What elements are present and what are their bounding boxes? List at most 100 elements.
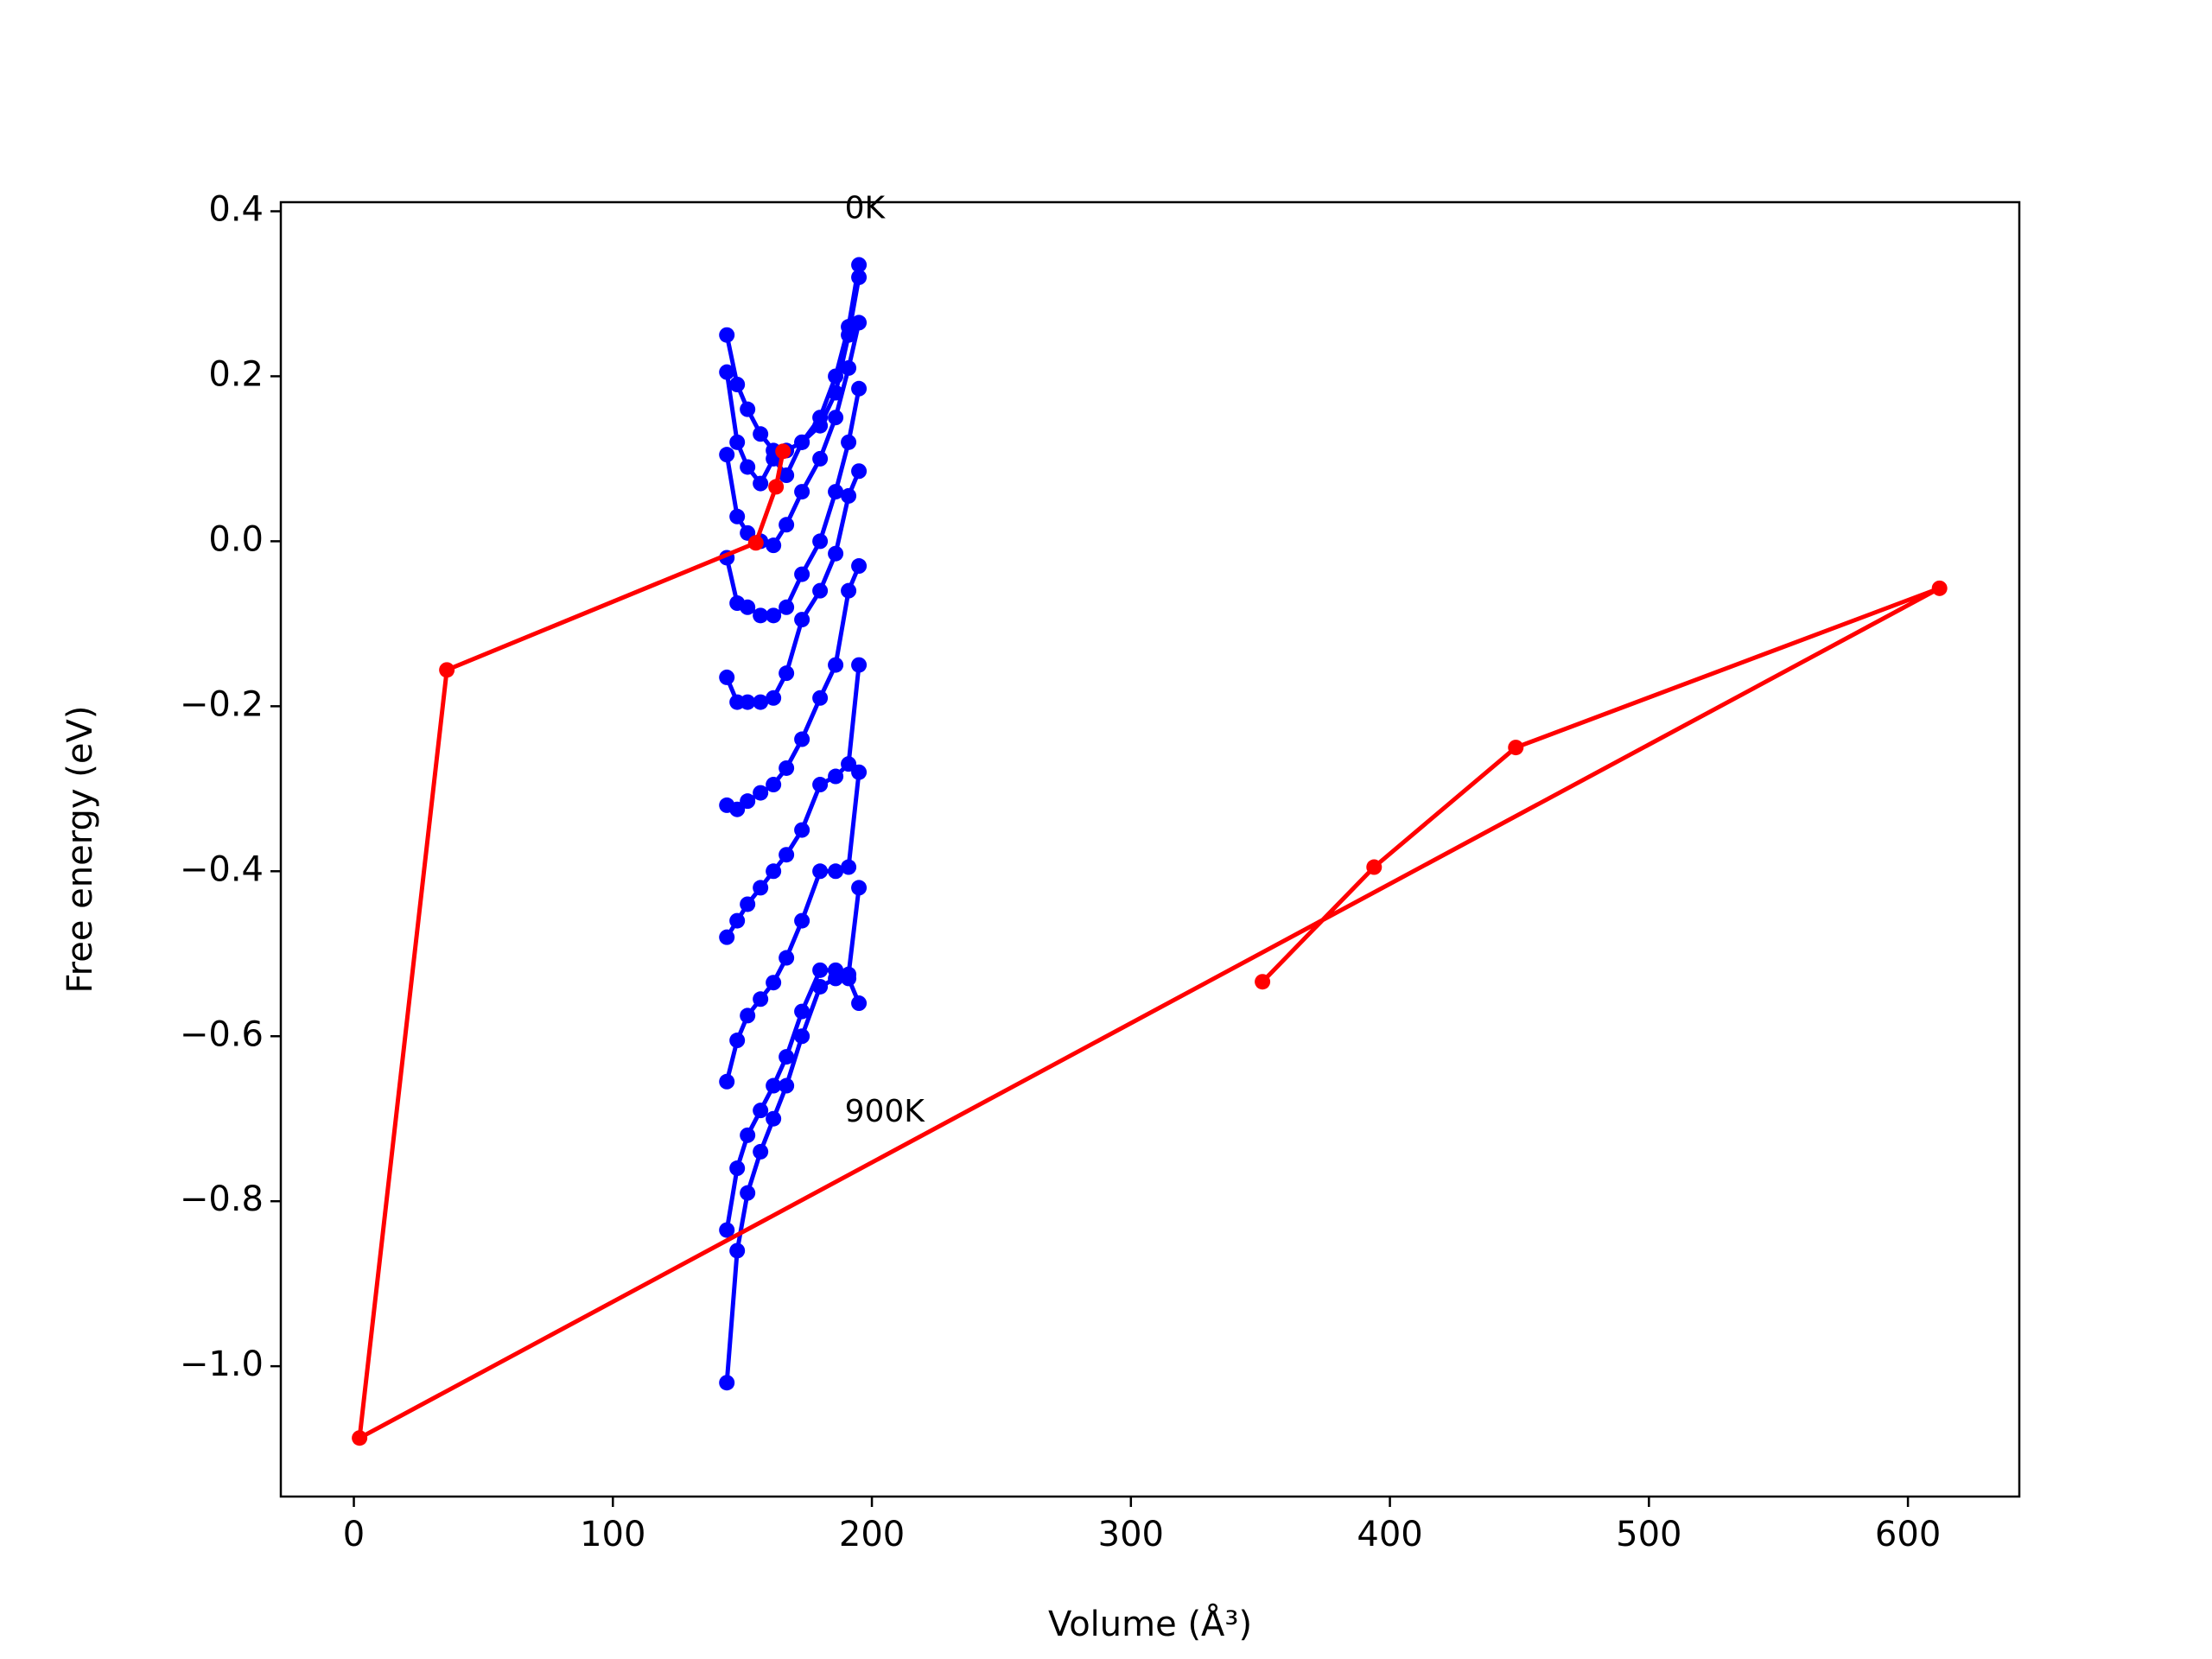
x-tick-label: 500 — [1616, 1515, 1681, 1554]
data-point — [851, 764, 868, 780]
data-point — [812, 450, 829, 467]
data-point — [753, 1143, 769, 1160]
data-point — [841, 359, 857, 376]
data-point — [851, 657, 868, 673]
data-point — [779, 760, 795, 776]
data-point — [794, 566, 810, 582]
data-point — [766, 863, 782, 880]
data-point — [740, 599, 756, 615]
data-point — [719, 929, 735, 945]
data-point — [740, 1185, 756, 1201]
data-point — [851, 257, 868, 273]
data-point — [828, 410, 844, 426]
y-tick-label: −0.6 — [180, 1014, 264, 1054]
data-point — [841, 487, 857, 504]
data-point — [740, 401, 756, 417]
y-tick-label: −1.0 — [180, 1344, 264, 1384]
data-point — [779, 950, 795, 966]
data-point — [841, 859, 857, 875]
data-point — [812, 533, 829, 550]
data-point — [851, 880, 868, 896]
data-point — [729, 912, 746, 929]
x-tick-label: 400 — [1357, 1515, 1422, 1554]
data-point — [794, 1028, 810, 1045]
data-point — [768, 479, 785, 495]
data-point — [794, 912, 810, 929]
data-point — [753, 785, 769, 801]
plot-frame — [279, 200, 2021, 1498]
data-point — [729, 376, 746, 392]
data-point — [740, 896, 756, 912]
data-point — [439, 662, 455, 678]
data-point — [851, 315, 868, 331]
data-point — [851, 269, 868, 285]
data-point — [779, 847, 795, 863]
data-point — [719, 447, 735, 463]
data-point — [766, 777, 782, 793]
x-tick-label: 200 — [839, 1515, 905, 1554]
data-point — [779, 467, 795, 484]
data-point — [1931, 580, 1948, 596]
data-point — [812, 978, 829, 995]
data-point — [812, 863, 829, 880]
data-point — [812, 417, 829, 434]
y-tick-label: −0.4 — [180, 849, 264, 889]
data-point — [719, 364, 735, 380]
data-point — [828, 484, 844, 500]
y-axis-label: Free energy (eV) — [60, 706, 100, 994]
data-point — [828, 970, 844, 987]
x-tick-label: 300 — [1098, 1515, 1164, 1554]
data-point — [766, 537, 782, 554]
y-tick-label: 0.2 — [208, 354, 264, 394]
x-tick-label: 100 — [580, 1515, 645, 1554]
data-point — [779, 1077, 795, 1094]
data-point — [753, 694, 769, 710]
data-point — [719, 1375, 735, 1391]
data-point — [779, 599, 795, 615]
data-point — [779, 665, 795, 682]
data-point — [766, 690, 782, 706]
data-point — [851, 558, 868, 575]
data-point — [740, 694, 756, 710]
data-point — [828, 657, 844, 673]
data-point — [841, 434, 857, 450]
data-point — [812, 962, 829, 978]
data-point — [719, 1073, 735, 1090]
data-point — [794, 731, 810, 747]
x-tick-label: 0 — [343, 1515, 365, 1554]
data-point — [794, 822, 810, 838]
annotation: 0K — [845, 191, 887, 226]
data-point — [794, 434, 810, 450]
data-point — [753, 991, 769, 1007]
data-point — [841, 582, 857, 599]
data-point — [729, 1160, 746, 1177]
data-point — [841, 756, 857, 772]
data-point — [729, 1033, 746, 1049]
data-point — [1255, 974, 1271, 990]
data-point — [719, 327, 735, 343]
data-point — [812, 777, 829, 793]
data-point — [766, 1077, 782, 1094]
y-tick-label: 0.0 — [208, 519, 264, 559]
data-point — [747, 535, 764, 551]
data-point — [719, 669, 735, 685]
data-point — [812, 582, 829, 599]
y-tick-label: −0.2 — [180, 684, 264, 724]
data-point — [766, 975, 782, 991]
data-point — [1508, 740, 1524, 756]
data-point — [729, 1243, 746, 1259]
data-point — [828, 768, 844, 785]
data-point — [1366, 859, 1382, 875]
data-point — [729, 508, 746, 524]
data-point — [841, 327, 857, 343]
series-line — [357, 450, 1941, 1442]
data-point — [851, 995, 868, 1012]
data-point — [828, 545, 844, 562]
data-point — [740, 1127, 756, 1143]
data-point — [719, 1222, 735, 1238]
data-point — [841, 970, 857, 987]
data-point — [352, 1430, 368, 1446]
data-point — [794, 1003, 810, 1020]
